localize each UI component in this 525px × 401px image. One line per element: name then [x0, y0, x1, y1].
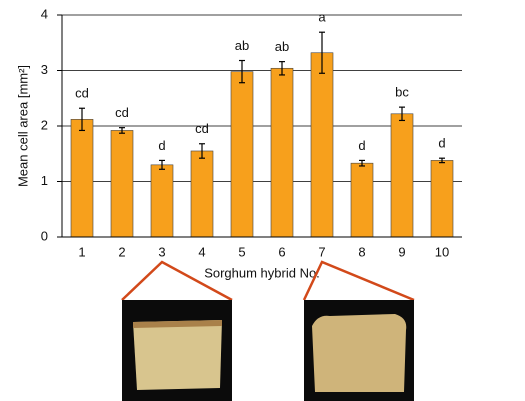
y-tick-label: 1 — [41, 173, 48, 188]
x-tick-label: 6 — [278, 244, 285, 259]
y-tick-label: 0 — [41, 228, 48, 243]
significance-label: d — [438, 136, 445, 151]
bar — [271, 68, 293, 237]
significance-label: bc — [395, 85, 409, 100]
x-tick-label: 2 — [118, 244, 125, 259]
significance-label: a — [318, 10, 326, 25]
bread-photo — [122, 300, 232, 401]
bar — [351, 163, 373, 237]
y-tick-label: 4 — [41, 6, 48, 21]
x-tick-label: 10 — [435, 244, 449, 259]
x-tick-label: 4 — [198, 244, 205, 259]
bread-photo — [304, 300, 414, 401]
bar — [151, 165, 173, 237]
y-tick-label: 3 — [41, 62, 48, 77]
x-tick-label: 9 — [398, 244, 405, 259]
y-tick-label: 2 — [41, 117, 48, 132]
bar — [191, 151, 213, 237]
bar — [231, 72, 253, 237]
x-axis-label: Sorghum hybrid No. — [204, 265, 320, 280]
bar — [71, 119, 93, 237]
bar — [431, 160, 453, 237]
bar — [311, 53, 333, 237]
x-tick-label: 3 — [158, 244, 165, 259]
significance-label: cd — [75, 86, 89, 101]
significance-label: cd — [195, 121, 209, 136]
significance-label: cd — [115, 105, 129, 120]
x-tick-label: 5 — [238, 244, 245, 259]
x-tick-label: 1 — [78, 244, 85, 259]
significance-label: d — [158, 138, 165, 153]
x-tick-label: 8 — [358, 244, 365, 259]
significance-label: ab — [235, 38, 249, 53]
chart: Mean cell area [mm²] Sorghum hybrid No. … — [0, 0, 525, 401]
significance-label: d — [358, 138, 365, 153]
x-tick-label: 7 — [318, 244, 325, 259]
bar — [111, 130, 133, 237]
y-axis-label: Mean cell area [mm²] — [15, 65, 30, 187]
significance-label: ab — [275, 39, 289, 54]
bar — [391, 114, 413, 237]
